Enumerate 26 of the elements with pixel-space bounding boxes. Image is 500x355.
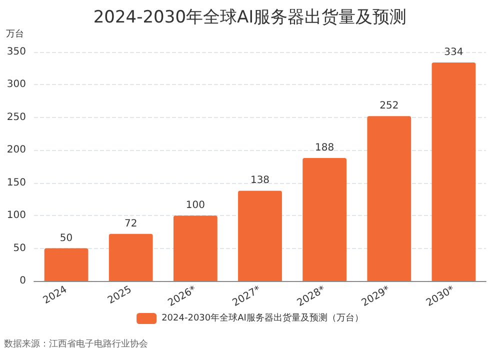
- y-tick-label: 300: [6, 79, 26, 90]
- data-label: 138: [250, 175, 270, 186]
- y-tick-label: 350: [6, 46, 26, 58]
- data-label: 50: [60, 232, 73, 244]
- bar: [238, 190, 282, 281]
- chart-title: 2024-2030年全球AI服务器出货量及预测: [93, 8, 407, 28]
- y-tick-label: 200: [6, 144, 26, 156]
- source-note: 数据来源：江西省电子电路行业协会: [4, 338, 148, 350]
- legend-label: 2024-2030年全球AI服务器出货量及预测（万台）: [162, 312, 364, 324]
- data-label: 334: [444, 46, 464, 58]
- y-tick-label: 0: [20, 276, 26, 286]
- bar: [108, 234, 153, 281]
- bar: [302, 158, 347, 281]
- bar: [173, 216, 218, 281]
- y-tick-label: 250: [6, 112, 26, 123]
- bar: [367, 116, 412, 281]
- bar: [44, 248, 88, 281]
- y-tick-label: 150: [6, 177, 26, 188]
- bar: [432, 62, 476, 281]
- data-label: 100: [186, 200, 205, 212]
- y-tick-label: 50: [13, 242, 26, 254]
- y-tick-label: 100: [6, 210, 26, 222]
- data-label: 252: [380, 100, 399, 112]
- data-label: 72: [124, 218, 138, 230]
- data-label: 188: [315, 142, 334, 154]
- y-axis-title: 万台: [6, 28, 24, 40]
